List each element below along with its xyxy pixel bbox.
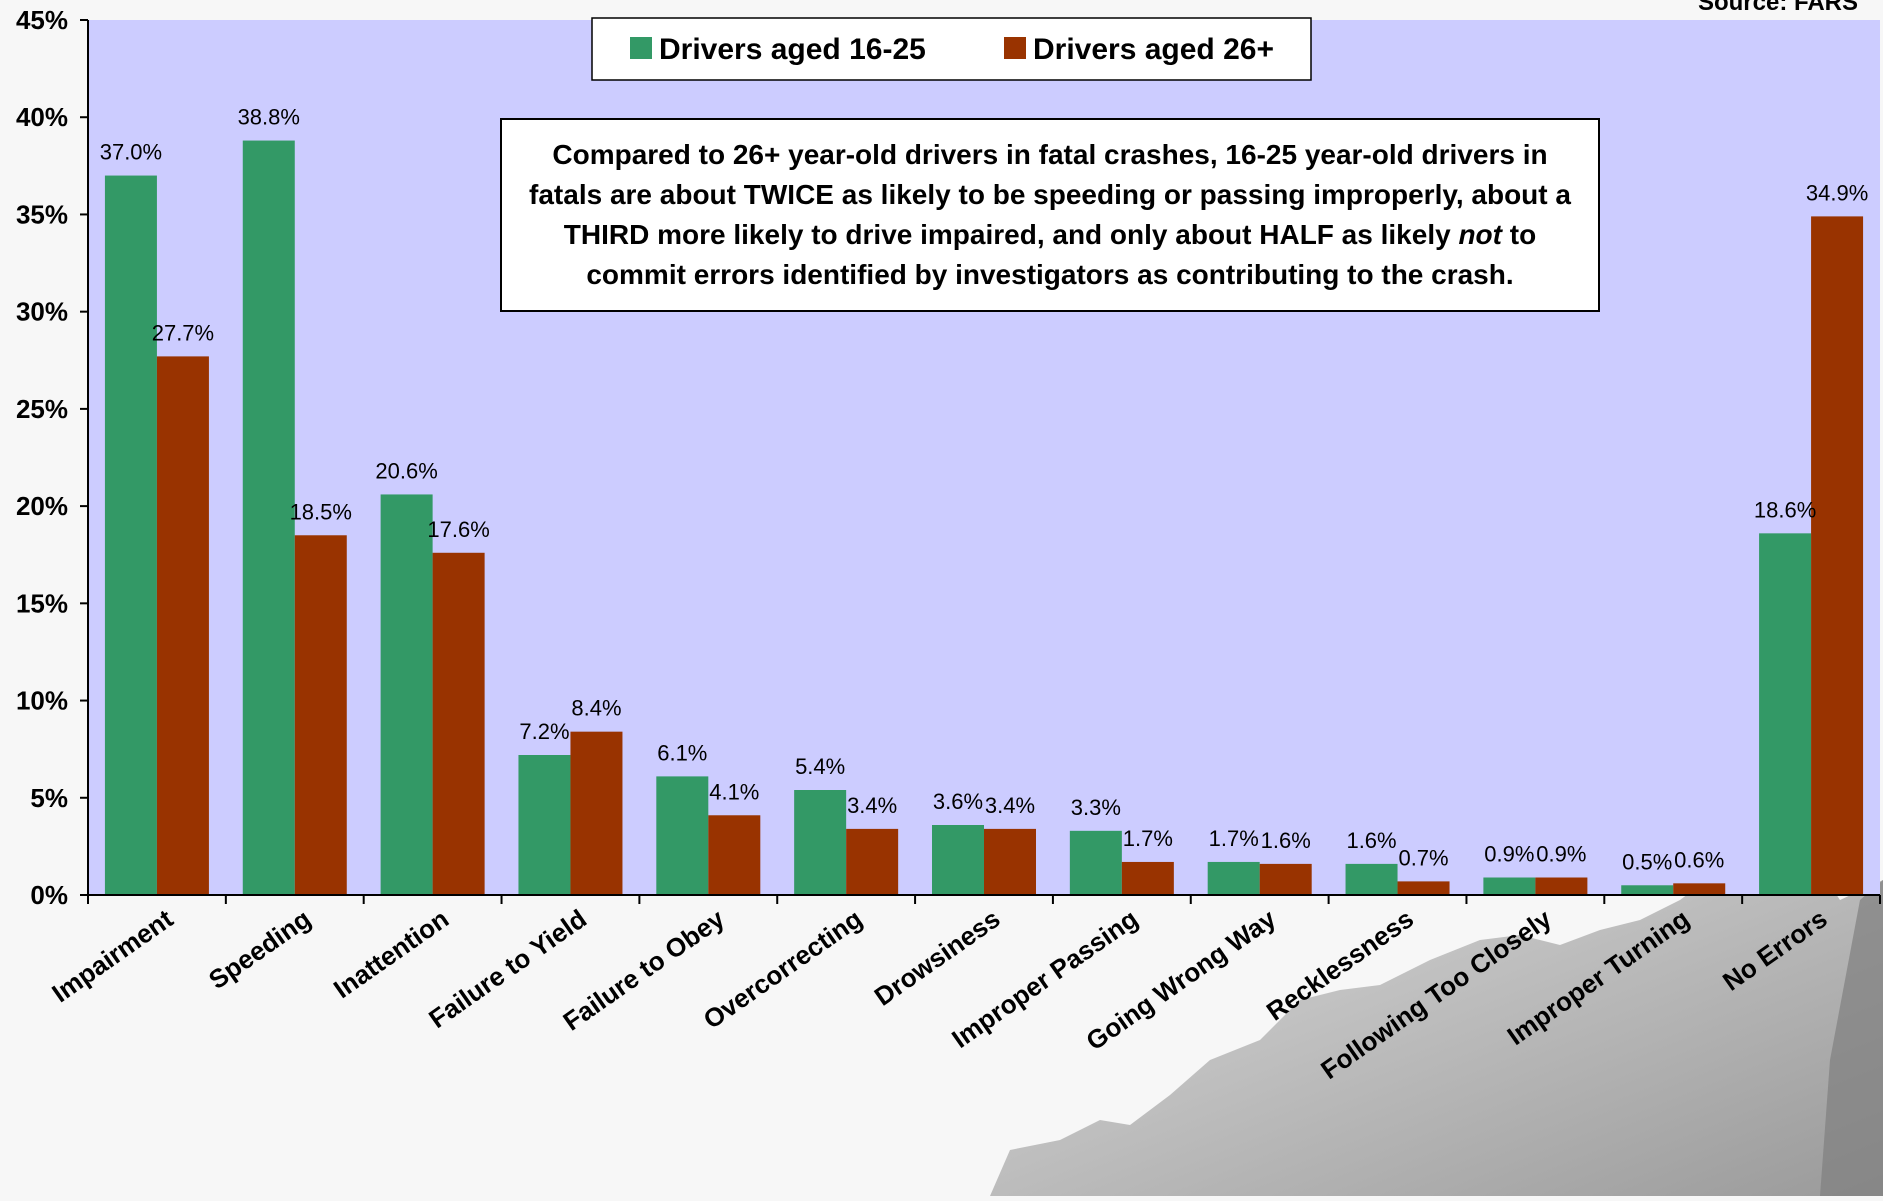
data-label: 17.6% — [427, 517, 489, 542]
bar-young — [1207, 861, 1260, 895]
y-tick-label: 20% — [16, 491, 68, 521]
y-tick-label: 15% — [16, 588, 68, 618]
bar-older — [1259, 863, 1312, 895]
y-tick-label: 30% — [16, 297, 68, 327]
bar-young — [1621, 885, 1674, 895]
bar-older — [156, 356, 209, 895]
data-label: 3.3% — [1071, 795, 1121, 820]
y-tick-label: 10% — [16, 686, 68, 716]
source-note: Source: FARS — [1698, 0, 1858, 16]
data-label: 3.4% — [985, 793, 1035, 818]
bar-older — [1811, 216, 1864, 895]
y-tick-label: 25% — [16, 394, 68, 424]
annotation-box: Compared to 26+ year-old drivers in fata… — [500, 118, 1600, 312]
bar-young — [1345, 863, 1398, 895]
data-label: 18.6% — [1754, 497, 1816, 522]
category-label: Drowsiness — [869, 903, 1006, 1011]
data-label: 20.6% — [375, 458, 437, 483]
y-tick-label: 35% — [16, 199, 68, 229]
bar-young — [794, 790, 847, 895]
annotation-text: Compared to 26+ year-old drivers in fata… — [512, 135, 1588, 295]
y-tick-label: 40% — [16, 102, 68, 132]
data-label: 0.9% — [1536, 842, 1586, 867]
bar-older — [1397, 881, 1450, 895]
annotation-text-part1: Compared to 26+ year-old drivers in fata… — [529, 139, 1571, 250]
data-label: 3.4% — [847, 793, 897, 818]
bar-young — [932, 825, 984, 895]
bar-young — [518, 755, 571, 895]
bar-older — [1535, 877, 1588, 895]
data-label: 0.7% — [1398, 845, 1448, 870]
legend-box — [591, 17, 1312, 81]
data-label: 7.2% — [519, 719, 569, 744]
bar-young — [1483, 877, 1536, 895]
data-label: 1.7% — [1209, 826, 1259, 851]
bar-young — [242, 140, 295, 896]
bar-young — [380, 494, 433, 895]
annotation-text-part2: to commit errors identified by investiga… — [586, 219, 1537, 290]
y-tick-label: 5% — [30, 783, 68, 813]
data-label: 37.0% — [100, 140, 162, 165]
y-tick-label: 0% — [30, 880, 68, 910]
category-label: Impairment — [46, 903, 178, 1008]
bar-older — [984, 828, 1036, 895]
annotation-emphasis: not — [1458, 219, 1502, 250]
data-label: 1.6% — [1346, 828, 1396, 853]
bar-older — [294, 535, 347, 895]
category-label: Inattention — [328, 903, 454, 1004]
legend-swatch-young — [630, 37, 652, 59]
data-label: 0.6% — [1674, 847, 1724, 872]
data-label: 27.7% — [152, 320, 214, 345]
bar-older — [1121, 861, 1174, 895]
data-label: 1.7% — [1123, 826, 1173, 851]
bar-older — [708, 815, 761, 895]
rock-decoration — [990, 840, 1883, 1196]
data-label: 8.4% — [571, 696, 621, 721]
legend-label-young: Drivers aged 16-25 — [659, 33, 926, 66]
bar-young — [1759, 533, 1812, 895]
bar-older — [432, 552, 485, 895]
bar-older — [846, 828, 899, 895]
data-label: 5.4% — [795, 754, 845, 779]
data-label: 18.5% — [290, 499, 352, 524]
legend-label-older: Drivers aged 26+ — [1033, 33, 1274, 66]
legend: Drivers aged 16-25 Drivers aged 26+ — [591, 17, 1312, 81]
bar-older — [1673, 883, 1726, 895]
data-label: 0.5% — [1622, 849, 1672, 874]
y-tick-label: 45% — [16, 5, 68, 35]
data-label: 6.1% — [657, 740, 707, 765]
data-label: 38.8% — [238, 105, 300, 130]
bar-young — [656, 776, 709, 895]
bar-young — [1069, 830, 1122, 895]
data-label: 3.6% — [933, 789, 983, 814]
bar-young — [104, 175, 157, 896]
legend-swatch-older — [1004, 37, 1026, 59]
data-label: 0.9% — [1484, 842, 1534, 867]
data-label: 34.9% — [1806, 180, 1868, 205]
bar-older — [570, 731, 623, 895]
category-label: Speeding — [203, 903, 316, 995]
data-label: 4.1% — [709, 779, 759, 804]
data-label: 1.6% — [1261, 828, 1311, 853]
